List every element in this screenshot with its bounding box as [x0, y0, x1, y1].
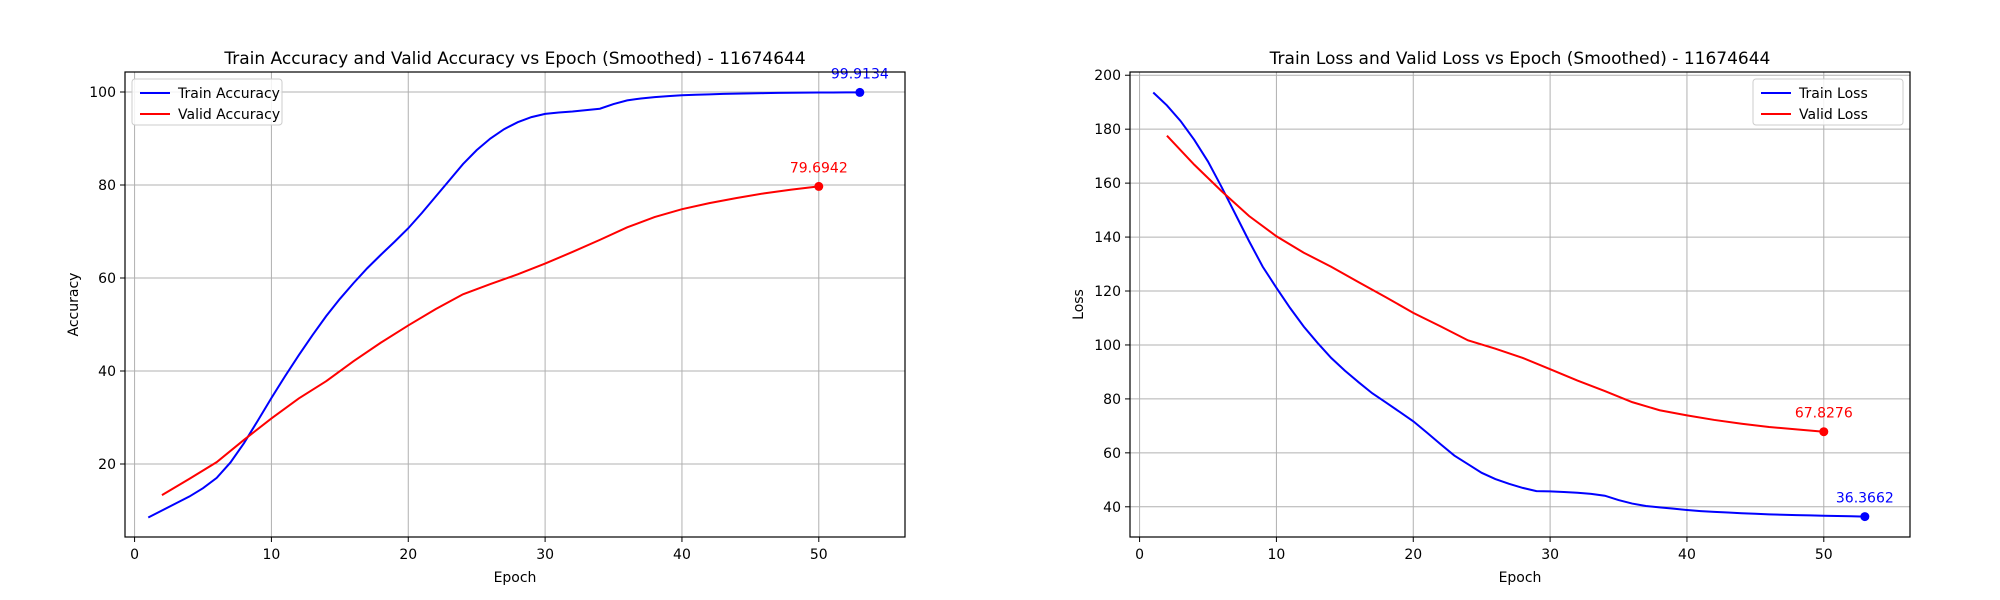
series-line-0 [147, 91, 860, 519]
y-tick-label: 180 [1094, 122, 1121, 138]
loss-chart: 36.3662 67.8276 0 10 20 30 40 50 40 60 80 100 120 140… [1071, 49, 1911, 586]
x-axis-label: Epoch [494, 570, 537, 586]
x-tick-label: 20 [399, 547, 417, 563]
y-tick-label: 140 [1094, 230, 1121, 246]
x-tick-label: 20 [1404, 547, 1422, 563]
x-tick-label: 30 [536, 547, 554, 563]
x-tick-label: 0 [130, 547, 139, 563]
end-value-label-1: 79.6942 [790, 160, 848, 176]
x-axis-label: Epoch [1499, 570, 1542, 586]
legend-label-0: Train Accuracy [177, 86, 280, 102]
y-tick-label: 40 [1103, 500, 1121, 516]
series-end-point-0 [855, 87, 865, 97]
x-tick-label: 40 [1678, 547, 1696, 563]
legend-label-0: Train Loss [1798, 86, 1868, 102]
chart-title: Train Loss and Valid Loss vs Epoch (Smoo… [1269, 49, 1771, 69]
legend-label-1: Valid Loss [1799, 107, 1868, 123]
series-line-0 [1152, 91, 1865, 518]
grid [125, 72, 905, 537]
x-tick-label: 0 [1135, 547, 1144, 563]
y-tick-label: 80 [1103, 392, 1121, 408]
series-end-point-1 [814, 181, 824, 191]
y-tick-label: 100 [1094, 338, 1121, 354]
x-tick-label: 50 [810, 547, 828, 563]
y-axis-label: Loss [1071, 289, 1087, 320]
end-value-label-1: 67.8276 [1795, 406, 1853, 422]
chart-title: Train Accuracy and Valid Accuracy vs Epo… [223, 49, 805, 69]
end-value-label-0: 36.3662 [1836, 491, 1894, 507]
series-end-point-0 [1860, 512, 1870, 522]
accuracy-chart: 99.9134 79.6942 0 10 20 30 40 50 20 40 60 80 100 Trai… [66, 49, 906, 586]
grid [1130, 72, 1910, 537]
series-end-point-1 [1819, 427, 1829, 437]
legend-label-1: Valid Accuracy [178, 107, 280, 123]
y-axis-label: Accuracy [66, 273, 82, 337]
x-tick-label: 10 [263, 547, 281, 563]
y-tick-label: 80 [98, 178, 116, 194]
x-tick-label: 50 [1815, 547, 1833, 563]
x-tick-label: 40 [673, 547, 691, 563]
y-tick-label: 120 [1094, 284, 1121, 300]
y-tick-label: 100 [89, 85, 116, 101]
x-tick-label: 10 [1268, 547, 1286, 563]
series-line-1 [1166, 134, 1824, 433]
legend: Train Loss Valid Loss [1752, 78, 1904, 126]
series-line-1 [161, 185, 819, 497]
end-value-label-0: 99.9134 [831, 66, 889, 82]
y-tick-label: 200 [1094, 68, 1121, 84]
y-tick-label: 40 [98, 364, 116, 380]
y-tick-label: 60 [1103, 446, 1121, 462]
plot-frame [1129, 71, 1911, 538]
x-tick-label: 30 [1541, 547, 1559, 563]
legend: Train Accuracy Valid Accuracy [131, 78, 283, 126]
y-tick-label: 60 [98, 271, 116, 287]
y-tick-label: 160 [1094, 176, 1121, 192]
y-tick-label: 20 [98, 457, 116, 473]
plot-frame [124, 71, 906, 538]
